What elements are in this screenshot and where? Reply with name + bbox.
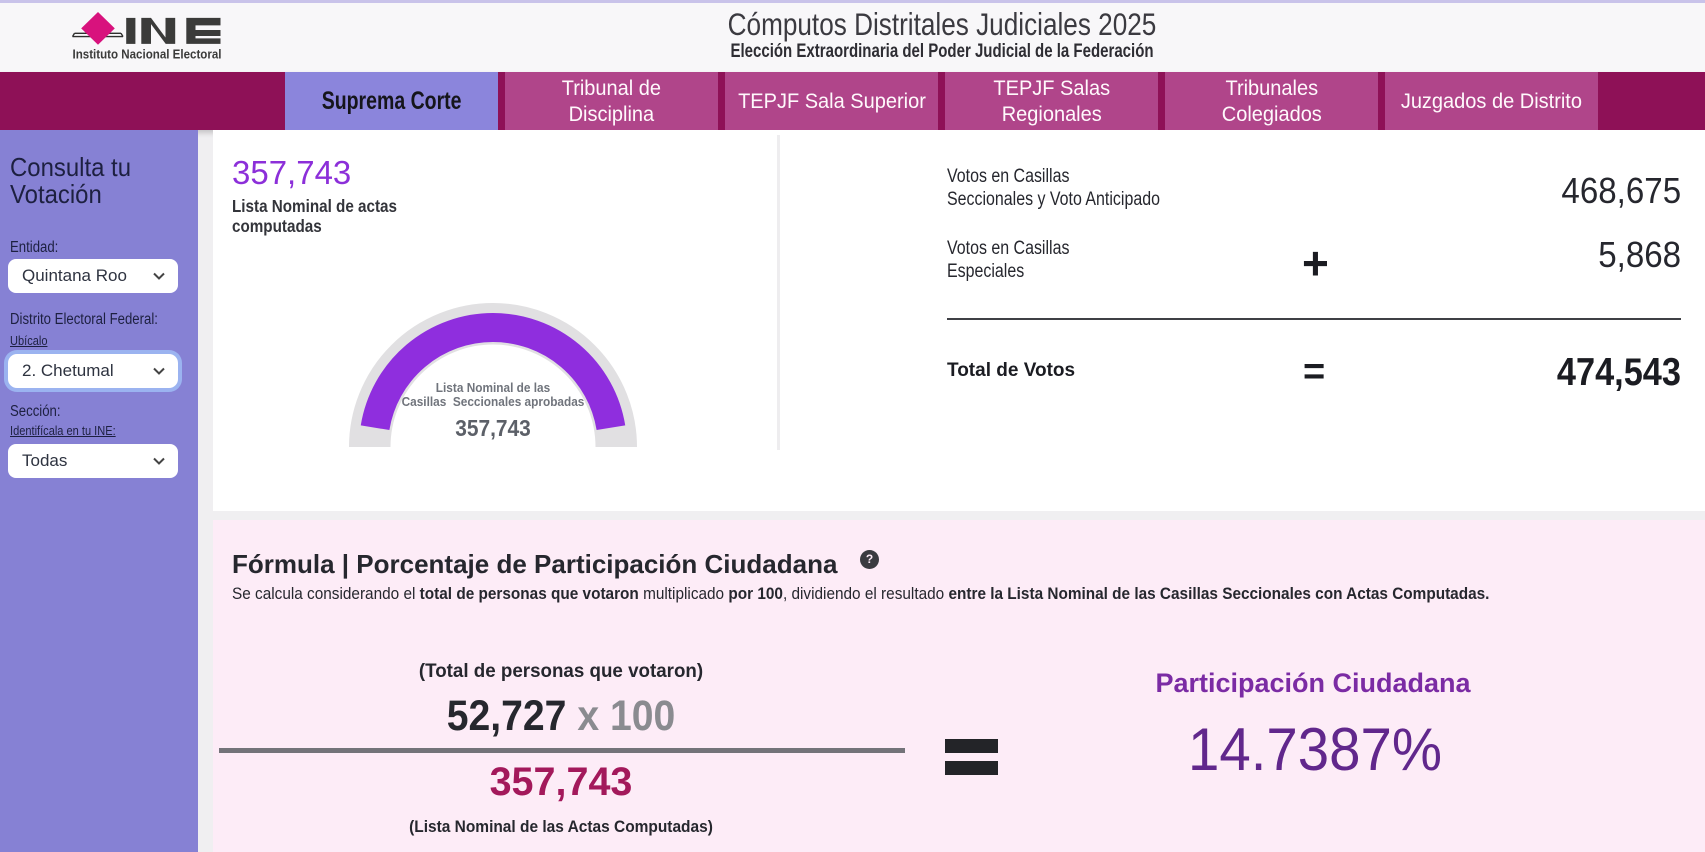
svg-text:Instituto Nacional Electoral: Instituto Nacional Electoral [73, 47, 222, 62]
